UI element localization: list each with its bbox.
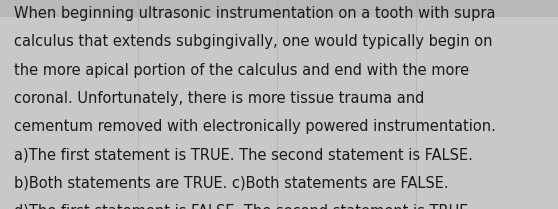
Text: d)The first statement is FALSE. The second statement is TRUE.: d)The first statement is FALSE. The seco… bbox=[14, 204, 473, 209]
Text: cementum removed with electronically powered instrumentation.: cementum removed with electronically pow… bbox=[14, 119, 496, 134]
FancyBboxPatch shape bbox=[0, 0, 558, 17]
Text: the more apical portion of the calculus and end with the more: the more apical portion of the calculus … bbox=[14, 63, 469, 78]
Text: calculus that extends subgingivally, one would typically begin on: calculus that extends subgingivally, one… bbox=[14, 34, 493, 50]
Text: When beginning ultrasonic instrumentation on a tooth with supra: When beginning ultrasonic instrumentatio… bbox=[14, 6, 496, 21]
Text: a)The first statement is TRUE. The second statement is FALSE.: a)The first statement is TRUE. The secon… bbox=[14, 147, 473, 162]
Text: coronal. Unfortunately, there is more tissue trauma and: coronal. Unfortunately, there is more ti… bbox=[14, 91, 424, 106]
Text: b)Both statements are TRUE. c)Both statements are FALSE.: b)Both statements are TRUE. c)Both state… bbox=[14, 176, 449, 191]
